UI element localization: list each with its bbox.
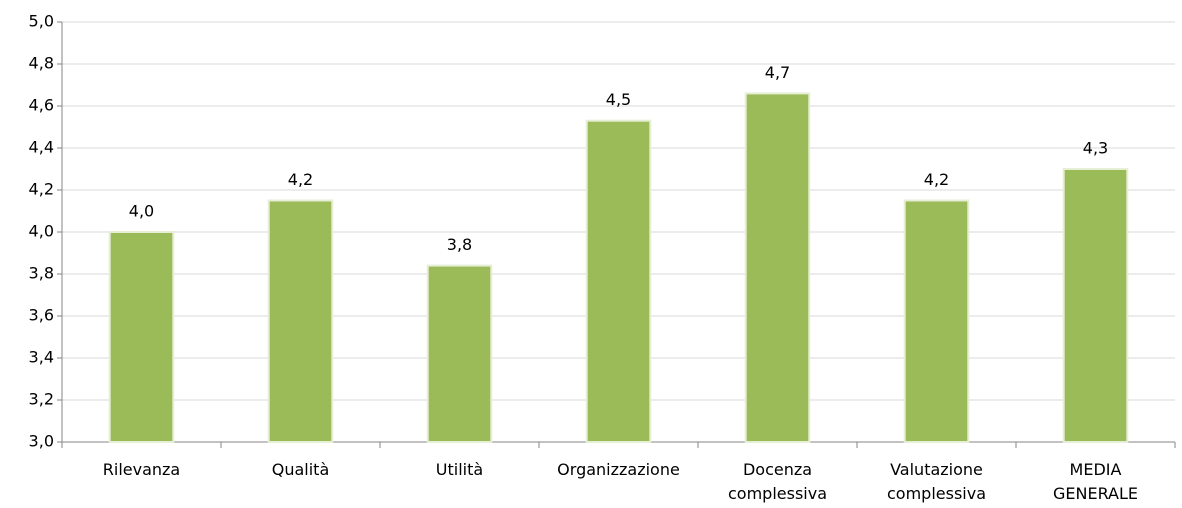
x-tick-label: MEDIA GENERALE: [1052, 460, 1139, 503]
bar: [108, 231, 175, 443]
bar: [267, 199, 334, 443]
x-tick-label: Docenza complessiva: [727, 460, 827, 503]
data-label: 4,5: [606, 90, 631, 109]
y-tick-label: 5,0: [29, 12, 54, 31]
bar: [744, 92, 811, 444]
x-tick-label: Valutazione complessiva: [886, 460, 986, 503]
y-tick-label: 3,0: [29, 432, 54, 451]
x-tick-label: Utilità: [435, 460, 484, 479]
data-label: 3,8: [447, 235, 472, 254]
data-label: 4,3: [1083, 139, 1108, 158]
bar: [903, 199, 970, 443]
y-tick-label: 3,4: [29, 348, 54, 367]
y-tick-label: 4,8: [29, 54, 54, 73]
y-tick-label: 3,2: [29, 390, 54, 409]
x-tick-label: Organizzazione: [557, 460, 680, 479]
bar: [426, 264, 493, 443]
x-tick-label: Qualità: [271, 460, 330, 479]
y-tick-label: 3,8: [29, 264, 54, 283]
y-tick-label: 3,6: [29, 306, 54, 325]
y-tick-label: 4,6: [29, 96, 54, 115]
bar: [585, 119, 652, 443]
bar: [1062, 168, 1129, 443]
data-label: 4,0: [129, 202, 154, 221]
x-tick-label: Rilevanza: [102, 460, 181, 479]
data-label: 4,2: [288, 170, 313, 189]
y-tick-label: 4,0: [29, 222, 54, 241]
data-label: 4,7: [765, 63, 790, 82]
data-label: 4,2: [924, 170, 949, 189]
y-tick-label: 4,2: [29, 180, 54, 199]
y-tick-label: 4,4: [29, 138, 54, 157]
